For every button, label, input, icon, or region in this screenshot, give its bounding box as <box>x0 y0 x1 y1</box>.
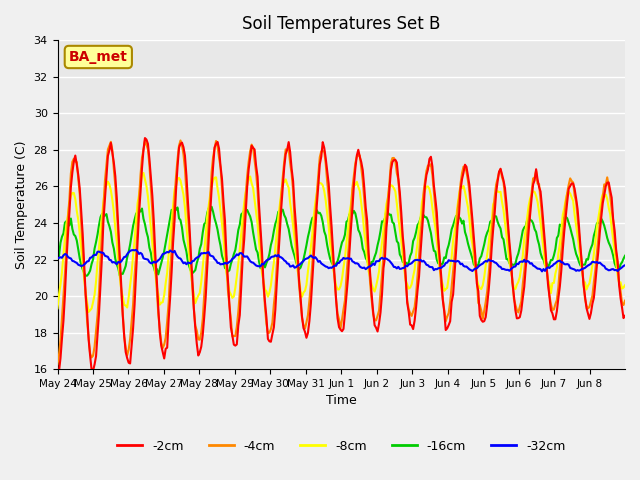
Text: BA_met: BA_met <box>69 50 128 64</box>
X-axis label: Time: Time <box>326 395 356 408</box>
Title: Soil Temperatures Set B: Soil Temperatures Set B <box>242 15 440 33</box>
Legend: -2cm, -4cm, -8cm, -16cm, -32cm: -2cm, -4cm, -8cm, -16cm, -32cm <box>112 435 570 458</box>
Y-axis label: Soil Temperature (C): Soil Temperature (C) <box>15 141 28 269</box>
